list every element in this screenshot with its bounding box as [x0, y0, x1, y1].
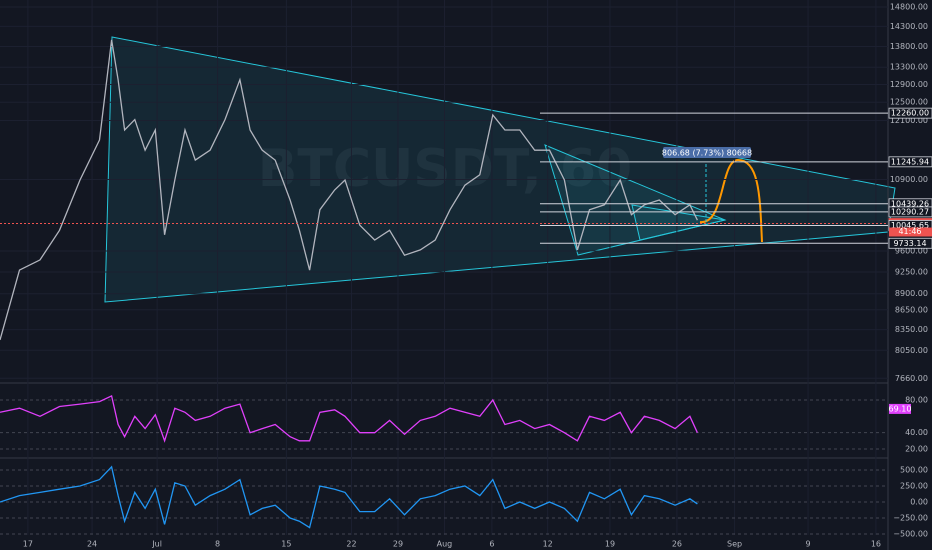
- y-tick-label: 80.00: [905, 396, 928, 405]
- y-tick-label: 12500.00: [890, 98, 928, 107]
- price-label: 11245.94: [891, 157, 929, 166]
- y-tick-label: 9250.00: [895, 267, 928, 276]
- watermark: BTCUSDT, 60: [258, 139, 632, 199]
- level-label-box: [889, 403, 911, 414]
- price-label: 10439.26: [891, 199, 929, 208]
- countdown-box: [889, 227, 932, 237]
- y-tick-label: 14300.00: [890, 22, 928, 31]
- y-tick-label: −250.00: [893, 513, 928, 522]
- price-label-box: [888, 156, 932, 168]
- projection-curve: [699, 158, 763, 243]
- y-tick-label: 8050.00: [895, 346, 928, 355]
- y-tick-label: 10900.00: [890, 175, 928, 184]
- y-tick-label: 40.00: [905, 428, 928, 437]
- series-line: [0, 39, 698, 341]
- x-tick-label: Jul: [151, 540, 162, 549]
- x-tick-label: Aug: [437, 540, 453, 549]
- y-tick-label: 0.00: [910, 497, 928, 506]
- x-tick-label: 22: [346, 540, 356, 549]
- y-tick-label: 13800.00: [890, 42, 928, 51]
- series-line: [0, 465, 698, 529]
- y-tick-label: 12100.00: [890, 116, 928, 125]
- y-tick-label: 8650.00: [895, 305, 928, 314]
- y-tick-label: 9600.00: [895, 247, 928, 256]
- y-tick-label: 8350.00: [895, 325, 928, 334]
- level-label: 69.10: [889, 404, 912, 413]
- countdown: 41:46: [898, 227, 921, 236]
- price-label: 9733.14: [893, 239, 926, 248]
- annotation-box: [663, 147, 751, 158]
- x-tick-label: 29: [393, 540, 403, 549]
- y-tick-label: 250.00: [900, 481, 928, 490]
- price-label: 10290.27: [891, 207, 929, 216]
- y-tick-label: 7660.00: [895, 374, 928, 383]
- y-tick-label: 8900.00: [895, 289, 928, 298]
- price-label-box: [888, 237, 932, 249]
- price-label: 10045.65: [891, 221, 929, 230]
- x-tick-label: Sep: [727, 540, 742, 549]
- x-tick-label: 8: [215, 540, 220, 549]
- price-label-box: [888, 206, 932, 218]
- x-tick-label: 6: [489, 540, 494, 549]
- annotation: 806.68 (7.73%) 80668: [662, 149, 752, 158]
- x-tick-label: 24: [87, 540, 97, 549]
- y-tick-label: 20.00: [905, 444, 928, 453]
- x-tick-label: 15: [281, 540, 291, 549]
- y-tick-label: −500.00: [893, 529, 928, 538]
- y-tick-label: 13300.00: [890, 63, 928, 72]
- price-label: 12260.00: [891, 109, 929, 118]
- price-label-box: [888, 107, 932, 119]
- y-tick-label: 500.00: [900, 465, 928, 474]
- y-tick-label: 12900.00: [890, 80, 928, 89]
- x-tick-label: 19: [605, 540, 615, 549]
- x-tick-label: 17: [23, 540, 33, 549]
- series-line: [0, 394, 698, 443]
- y-tick-label: 14800.00: [890, 3, 928, 12]
- x-tick-label: 16: [871, 540, 881, 549]
- x-tick-label: 12: [543, 540, 553, 549]
- x-tick-label: 9: [805, 540, 810, 549]
- x-tick-label: 26: [672, 540, 682, 549]
